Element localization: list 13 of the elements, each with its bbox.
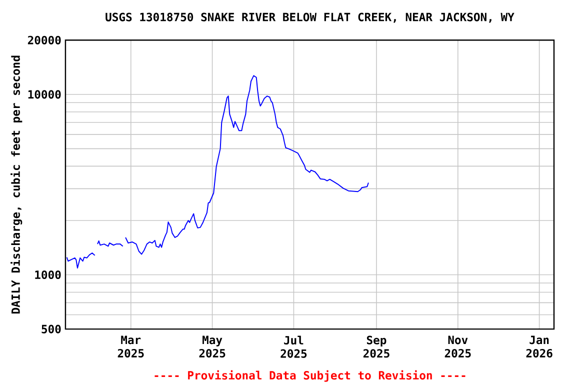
y-axis-title: DAILY Discharge, cubic feet per second bbox=[10, 56, 22, 314]
chart-title: USGS 13018750 SNAKE RIVER BELOW FLAT CREEK, NEAR JACKSON, WY bbox=[106, 12, 514, 23]
y-tick-label: 10000 bbox=[28, 90, 61, 99]
x-tick-label: Jan 2026 bbox=[526, 336, 552, 358]
x-tick-label: Sep 2025 bbox=[363, 336, 390, 358]
x-tick-label: Jul 2025 bbox=[280, 336, 307, 358]
x-tick-label: Mar 2025 bbox=[118, 336, 144, 358]
x-tick-label: May 2025 bbox=[199, 336, 226, 358]
y-tick-label: 20000 bbox=[28, 36, 61, 45]
text: ---- Provisional Data Subject to Revision ---- bbox=[154, 370, 466, 382]
y-tick-label: 1000 bbox=[35, 270, 61, 280]
y-tick-label: 500 bbox=[42, 324, 61, 334]
x-tick-label: Nov 2025 bbox=[444, 336, 471, 358]
